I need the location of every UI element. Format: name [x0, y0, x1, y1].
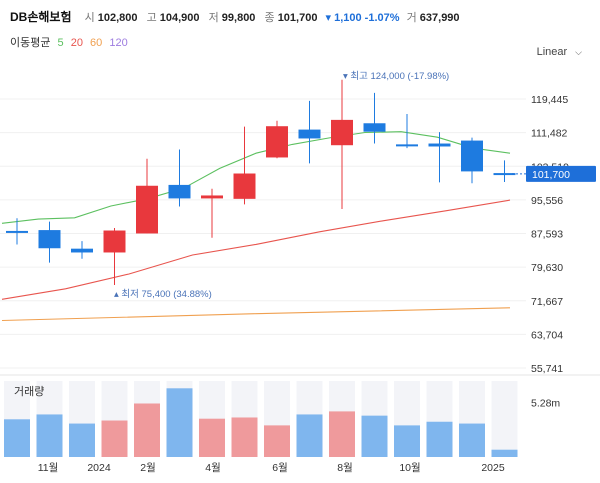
- high-label: 고: [146, 12, 157, 24]
- candle-body: [363, 123, 386, 132]
- candle-body: [6, 230, 28, 233]
- current-price-label: 101,700: [532, 169, 570, 181]
- ma120-line: [2, 319, 510, 327]
- current-price-tag: [526, 165, 596, 182]
- ma-120: 120: [109, 37, 128, 49]
- x-tick-label: 4월: [205, 462, 221, 474]
- candle-body: [266, 126, 288, 158]
- volume-bar: [199, 418, 225, 457]
- volume-bar: [329, 411, 355, 457]
- y-tick-label: 55,741: [531, 363, 563, 375]
- candle-body: [38, 230, 61, 249]
- x-tick-label: 6월: [272, 462, 288, 474]
- candle-body: [103, 230, 126, 253]
- ma60-line: [1, 307, 511, 322]
- open-label: 시: [84, 12, 95, 24]
- chevron-down-icon: ⌵: [575, 47, 582, 57]
- high-annotation: ▾ 최고 124,000 (-17.98%): [343, 71, 449, 82]
- volume-bar: [394, 425, 420, 457]
- volume-bar: [69, 423, 95, 457]
- ma-5: 5: [57, 37, 64, 49]
- y-tick-label: 79,630: [531, 262, 563, 274]
- y-tick-label: 95,556: [531, 195, 563, 207]
- volume-bar: [36, 414, 63, 457]
- volume-tick-label: 5.28m: [531, 397, 560, 409]
- y-tick-label: 87,593: [531, 229, 563, 241]
- candle-body: [233, 173, 256, 199]
- close-label: 종: [264, 12, 275, 24]
- ma20-line: [1, 199, 511, 300]
- volume-bar: [491, 449, 518, 457]
- candle-body: [136, 185, 158, 234]
- volume-bar: [296, 414, 323, 457]
- volume-bar: [101, 420, 128, 457]
- volume-bar: [361, 415, 388, 457]
- volume-bar: [231, 417, 258, 457]
- candle-body: [168, 184, 191, 199]
- change-value: ▾ 1,100 -1.07%: [325, 12, 400, 24]
- volume-value: 637,990: [419, 12, 460, 24]
- candle-body: [493, 173, 516, 176]
- price-header: DB손해보험 시 102,800 고 104,900 저 99,800 종 10…: [10, 8, 462, 26]
- volume-bar: [4, 419, 30, 457]
- y-tick-label: 111,482: [531, 128, 568, 140]
- x-tick-label: 2025: [481, 462, 505, 474]
- x-tick-label: 2024: [87, 462, 111, 474]
- y-tick-label: 119,445: [531, 94, 568, 106]
- moving-average-legend[interactable]: 이동평균 5 20 60 120: [10, 34, 132, 50]
- volume-label: 거: [406, 12, 417, 24]
- x-tick-label: 10월: [399, 462, 420, 474]
- ma-60: 60: [90, 37, 103, 49]
- stock-name: DB손해보험: [10, 10, 72, 24]
- volume-bar: [166, 388, 193, 457]
- candle-body: [461, 140, 483, 172]
- candle-body: [201, 195, 223, 199]
- scale-selector[interactable]: Linear ⌵: [537, 46, 582, 58]
- low-annotation: ▴ 최저 75,400 (34.88%): [114, 289, 212, 300]
- close-value: 101,700: [277, 12, 318, 24]
- candle-body: [71, 248, 93, 253]
- ma-20: 20: [70, 37, 83, 49]
- moving-average-title: 이동평균: [10, 37, 51, 49]
- low-value: 99,800: [221, 12, 256, 24]
- ma5-line: [1, 131, 511, 224]
- candle-body: [298, 129, 321, 139]
- volume-bar: [264, 425, 290, 457]
- volume-bar: [426, 421, 453, 457]
- high-value: 104,900: [159, 12, 200, 24]
- volume-bar: [134, 403, 160, 457]
- volume-title: 거래량: [14, 386, 45, 398]
- scale-mode: Linear: [536, 46, 568, 58]
- candle-body: [331, 119, 353, 146]
- x-tick-label: 11월: [38, 462, 59, 474]
- open-value: 102,800: [97, 12, 138, 24]
- candle-body: [428, 143, 451, 147]
- x-tick-label: 8월: [337, 462, 353, 474]
- x-tick-label: 2월: [140, 462, 156, 474]
- y-tick-label: 63,704: [531, 329, 563, 341]
- volume-bg: [491, 381, 518, 457]
- low-label: 저: [208, 12, 219, 24]
- volume-bar: [459, 423, 485, 457]
- y-tick-label: 71,667: [531, 296, 563, 308]
- candle-body: [396, 144, 418, 147]
